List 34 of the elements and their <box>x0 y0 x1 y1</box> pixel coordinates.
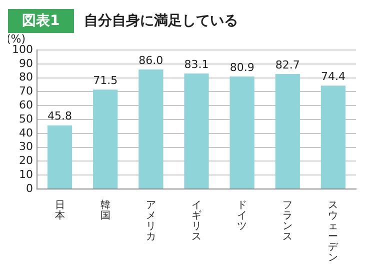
bar <box>93 90 118 188</box>
y-tick-label: 90 <box>18 56 33 70</box>
data-label: 71.5 <box>93 74 118 87</box>
data-label: 80.9 <box>230 60 254 74</box>
y-tick-label: 30 <box>18 140 33 154</box>
x-tick-label: イギリス <box>192 200 202 242</box>
bar <box>230 76 254 188</box>
data-label: 82.7 <box>275 58 300 72</box>
x-tick-label: 韓国 <box>100 198 110 222</box>
bar <box>320 86 346 188</box>
y-tick-label: 20 <box>18 154 33 168</box>
x-tick-label: フランス <box>282 200 293 242</box>
data-label: 86.0 <box>138 54 164 67</box>
data-label: 83.1 <box>184 58 209 71</box>
bar <box>275 74 300 188</box>
x-tick-label: アメリカ <box>146 200 156 242</box>
bar <box>138 69 164 188</box>
x-tick-label: スウェーデン <box>328 200 340 264</box>
y-tick-label: 10 <box>18 168 33 181</box>
x-tick-label: 日本 <box>54 200 65 222</box>
chart-title: 図表1 <box>8 9 74 33</box>
bar <box>184 73 209 188</box>
y-tick-label: 50 <box>18 112 33 126</box>
x-tick-label: ドイツ <box>237 200 248 232</box>
data-label: 74.4 <box>320 70 346 83</box>
y-tick-label: 60 <box>18 98 33 112</box>
data-label: 45.8 <box>48 110 72 123</box>
y-tick-label: 0 <box>26 182 33 195</box>
y-tick-label: 100 <box>12 42 33 56</box>
y-tick-label: 70 <box>18 84 33 98</box>
bar <box>47 125 72 188</box>
y-tick-label: 80 <box>18 70 33 84</box>
chart-subtitle: 自分自身に満足している <box>84 12 238 30</box>
y-tick-label: 40 <box>18 126 33 140</box>
